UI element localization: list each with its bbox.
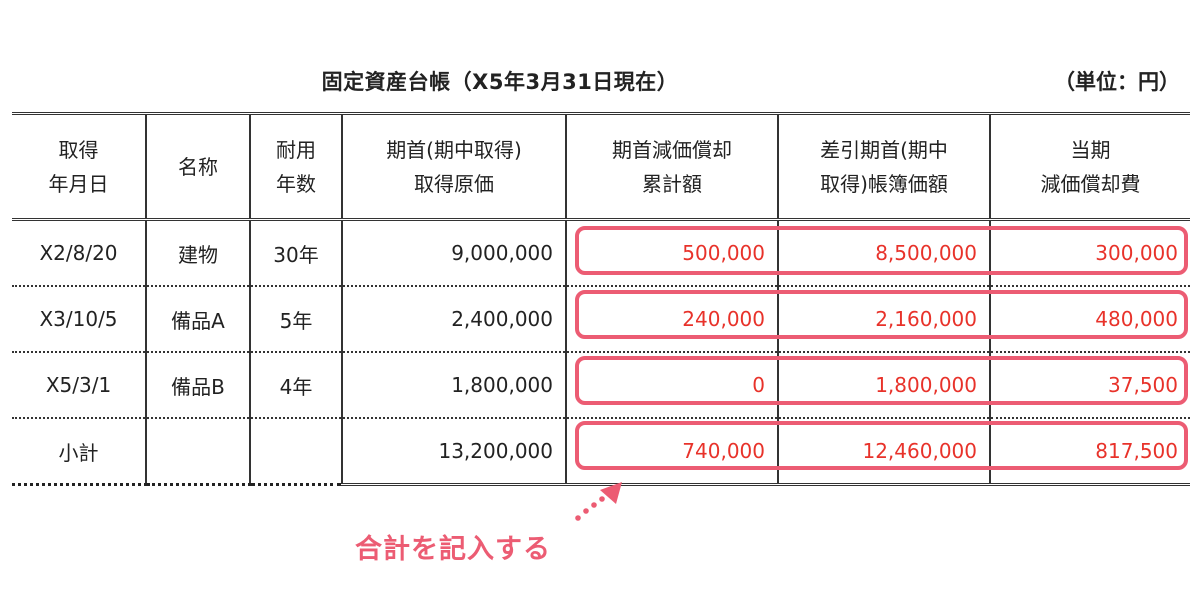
header-line: 取得原価	[414, 171, 494, 196]
header-line: 取得	[58, 137, 99, 162]
header-line: 当期	[1070, 137, 1111, 162]
cell-name: 備品A	[145, 286, 251, 353]
column-header-accumulated-depreciation: 期首減価償却 累計額	[565, 112, 779, 221]
cell-book-value: 1,800,000	[777, 352, 991, 419]
cell-depreciation: 480,000	[989, 286, 1190, 353]
table-row: X2/8/20 建物 30年 9,000,000 500,000 8,500,0…	[12, 219, 1190, 287]
header-line: 耐用	[276, 137, 316, 162]
table-row: X3/10/5 備品A 5年 2,400,000 240,000 2,160,0…	[12, 286, 1190, 353]
unit-label: （単位：円）	[1054, 70, 1180, 94]
cell-date: X3/10/5	[12, 286, 147, 353]
header-line: 差引期首(期中	[820, 137, 948, 162]
subtotal-row: 小計 13,200,000 740,000 12,460,000 817,500	[12, 418, 1190, 486]
cell-date: X5/3/1	[12, 352, 147, 419]
cell-cost: 1,800,000	[341, 352, 567, 419]
cell-life: 5年	[249, 286, 343, 353]
ledger-title: 固定資産台帳（X5年3月31日現在）	[321, 70, 679, 94]
column-header-useful-life: 耐用 年数	[249, 112, 343, 221]
cell-empty	[249, 418, 343, 486]
cell-cost: 9,000,000	[341, 219, 567, 287]
cell-life: 30年	[249, 219, 343, 287]
cell-cost: 2,400,000	[341, 286, 567, 353]
cell-subtotal-accumulated: 740,000	[565, 418, 779, 486]
cell-subtotal-depreciation: 817,500	[989, 418, 1190, 486]
cell-depreciation: 300,000	[989, 219, 1190, 287]
column-header-name: 名称	[145, 112, 251, 221]
cell-subtotal-book-value: 12,460,000	[777, 418, 991, 486]
cell-accumulated: 240,000	[565, 286, 779, 353]
cell-depreciation: 37,500	[989, 352, 1190, 419]
header-line: 取得)帳簿価額	[820, 171, 948, 196]
header-line: 期首減価償却	[612, 137, 732, 162]
header-line: 名称	[178, 154, 218, 179]
header-row: 取得 年月日 名称 耐用 年数 期首(期中取得) 取得原価 期首減価償却 累計額…	[12, 112, 1190, 221]
cell-accumulated: 0	[565, 352, 779, 419]
cell-book-value: 8,500,000	[777, 219, 991, 287]
cell-accumulated: 500,000	[565, 219, 779, 287]
cell-name: 建物	[145, 219, 251, 287]
cell-life: 4年	[249, 352, 343, 419]
cell-empty	[145, 418, 251, 486]
header-line: 累計額	[642, 171, 702, 196]
header-line: 期首(期中取得)	[386, 137, 522, 162]
table-row: X5/3/1 備品B 4年 1,800,000 0 1,800,000 37,5…	[12, 352, 1190, 419]
column-header-current-depreciation: 当期 減価償却費	[989, 112, 1190, 221]
cell-subtotal-cost: 13,200,000	[341, 418, 567, 486]
cell-subtotal-label: 小計	[12, 418, 147, 486]
cell-date: X2/8/20	[12, 219, 147, 287]
column-header-book-value: 差引期首(期中 取得)帳簿価額	[777, 112, 991, 221]
header-line: 減価償却費	[1040, 171, 1141, 196]
cell-book-value: 2,160,000	[777, 286, 991, 353]
column-header-acquisition-date: 取得 年月日	[12, 112, 147, 221]
dotted-arrow-icon	[575, 482, 622, 521]
header-line: 年数	[276, 171, 316, 196]
cell-name: 備品B	[145, 352, 251, 419]
header-line: 年月日	[48, 171, 109, 196]
annotation-enter-total: 合計を記入する	[355, 534, 551, 565]
fixed-asset-ledger-table: 取得 年月日 名称 耐用 年数 期首(期中取得) 取得原価 期首減価償却 累計額…	[12, 112, 1190, 486]
column-header-acquisition-cost: 期首(期中取得) 取得原価	[341, 112, 567, 221]
